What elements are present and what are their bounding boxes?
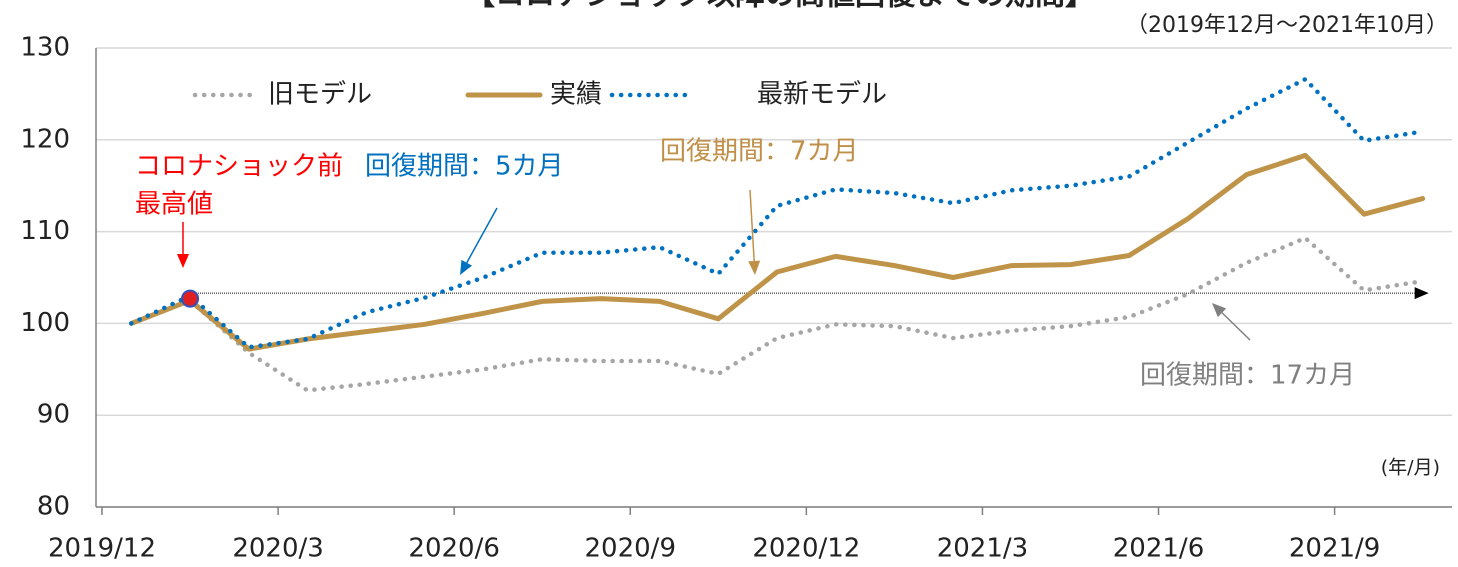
y-tick-label: 130 [20,33,70,63]
chart-title: 【コロナショック以降の高値回復までの期間】 [465,0,1095,13]
annotation-arrow [1221,312,1251,341]
x-tick-label: 2021/6 [1113,534,1204,564]
y-tick-label: 120 [20,124,70,154]
annotation-arrow [749,189,755,262]
subtitle: （2019年12月～2021年10月） [1126,13,1448,38]
y-tick-label: 80 [37,492,70,522]
peak-marker [181,289,200,308]
x-unit-label: (年/月) [1381,457,1440,479]
annotation-arrowhead [1212,303,1227,318]
series-line [129,76,1425,350]
annotation: 回復期間：5カ月 [365,152,564,182]
y-tick-label: 110 [20,216,70,246]
legend-label: 実績 [550,80,602,110]
x-tick-label: 2020/6 [408,534,499,564]
reference-arrow [1414,287,1429,300]
annotation-arrowhead [460,259,473,275]
annotation-arrowhead [177,254,189,268]
x-tick-label: 2020/3 [232,534,323,564]
annotation: 最高値 [135,190,213,220]
x-tick-label: 2020/12 [752,534,860,564]
x-tick-label: 2021/9 [1289,534,1380,564]
annotation: 回復期間：17カ月 [1140,361,1355,391]
legend-label: 最新モデル [757,80,887,110]
annotation-arrowhead [748,260,761,275]
y-tick-label: 100 [20,308,70,338]
x-tick-label: 2021/3 [937,534,1028,564]
x-tick-label: 2019/12 [48,534,156,564]
series-line [128,152,1426,352]
legend-label: 旧モデル [268,80,372,110]
x-tick-label: 2020/9 [585,534,676,564]
annotation: コロナショック前 [135,152,343,182]
series-line [129,235,1425,393]
annotation: 回復期間：7カ月 [660,137,859,167]
annotation-arrow [466,207,498,264]
y-tick-label: 90 [37,400,70,430]
